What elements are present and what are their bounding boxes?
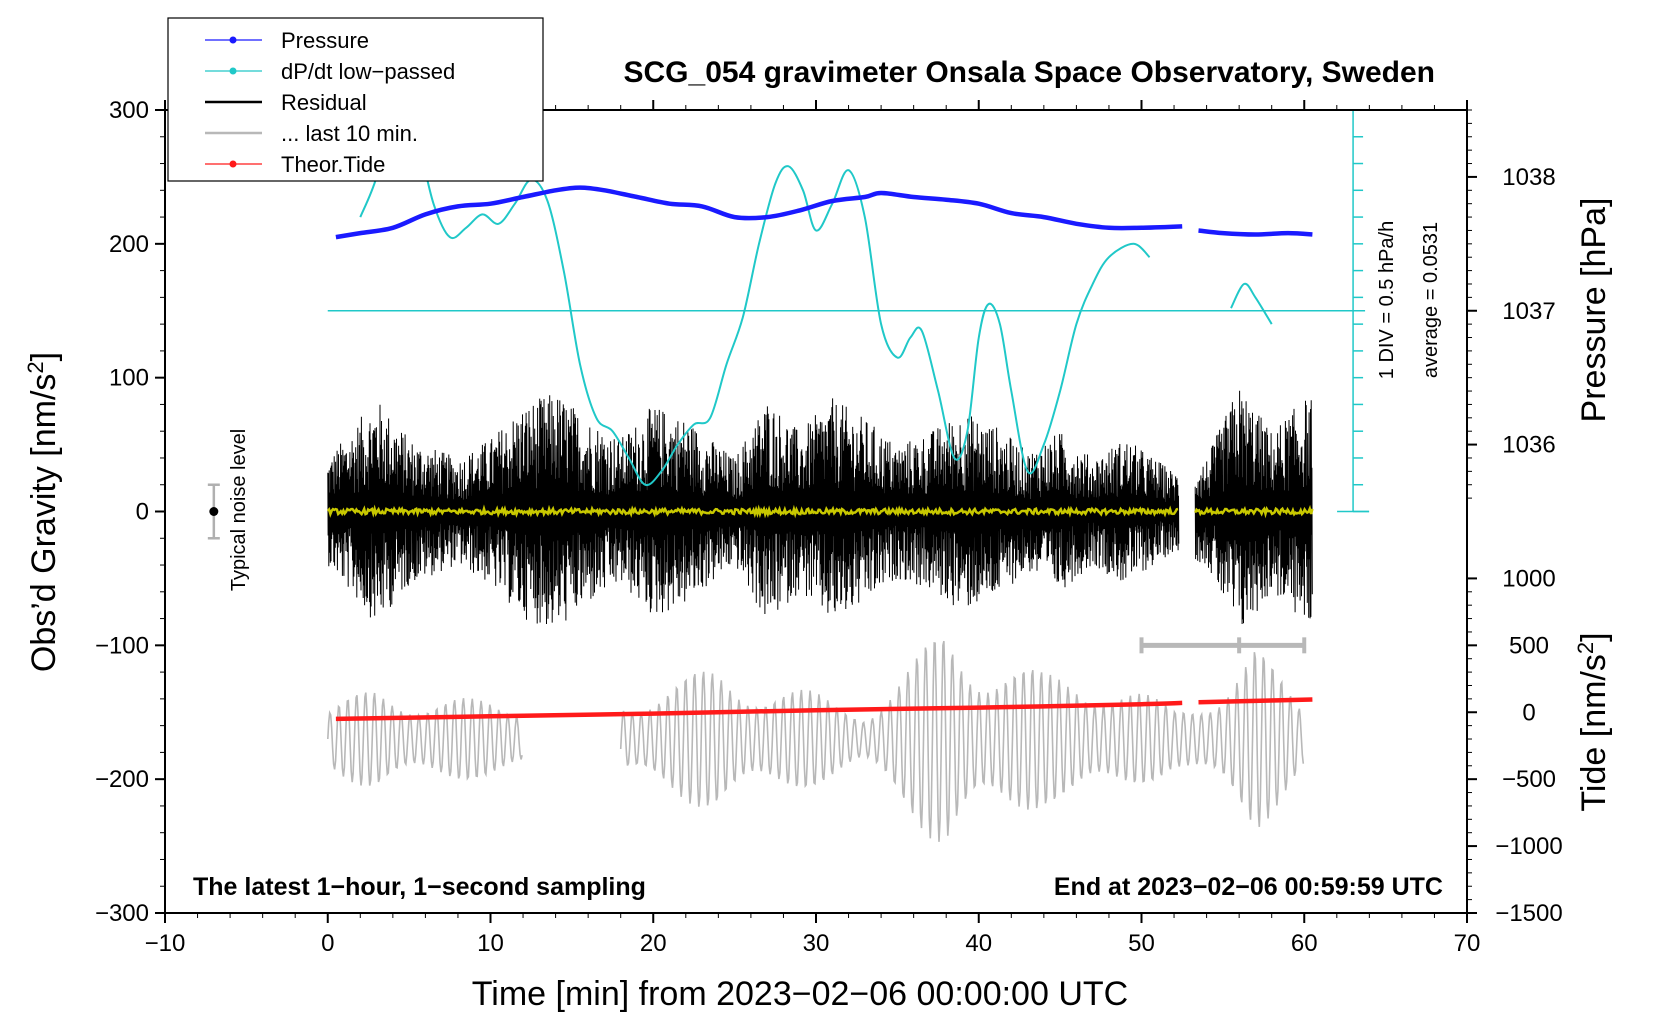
note-latest-hour: The latest 1−hour, 1−second sampling xyxy=(193,873,646,901)
x-tick-label: 30 xyxy=(803,930,830,957)
pressure-tick-label: 1036 xyxy=(1502,432,1555,459)
pressure-line xyxy=(1198,228,1313,237)
noise-level-label: Typical noise level xyxy=(228,429,250,591)
y-axis-title-tide: Tide [nm/s2] xyxy=(1573,632,1613,811)
x-tick-label: −10 xyxy=(145,930,186,957)
x-tick-label: 0 xyxy=(321,930,334,957)
dpdt-div-label: 1 DIV = 0.5 hPa/h xyxy=(1376,221,1398,379)
residual-lowpass-line xyxy=(326,504,1179,519)
chart-extras xyxy=(207,109,1370,654)
y-tick-label: −100 xyxy=(95,632,149,659)
dpdt-average-label: average = 0.0531 xyxy=(1420,222,1442,378)
legend-label: Theor.Tide xyxy=(281,152,385,177)
residual-line xyxy=(1194,390,1313,625)
legend-label: Residual xyxy=(281,90,367,115)
x-tick-label: 40 xyxy=(965,930,992,957)
y-tick-label: 200 xyxy=(109,231,149,258)
legend-label: Pressure xyxy=(281,28,369,53)
chart-title: SCG_054 gravimeter Onsala Space Observat… xyxy=(624,56,1436,89)
legend-label: dP/dt low−passed xyxy=(281,59,455,84)
tide-tick-label: 1000 xyxy=(1502,565,1555,592)
residual-series xyxy=(327,390,1313,625)
axes: −10 0 10 20 30 40 50 60 703002001000−100−200−300… xyxy=(95,97,1563,957)
tide-tick-label: −500 xyxy=(1502,766,1556,793)
pressure-line xyxy=(335,185,1183,240)
last-10-min-line xyxy=(327,692,523,786)
residual-line xyxy=(327,395,1180,625)
residual-lowpass-series xyxy=(326,504,1314,519)
legend-marker xyxy=(229,67,237,75)
tide-tick-label: 500 xyxy=(1509,632,1549,659)
note-end-time: End at 2023−02−06 00:59:59 UTC xyxy=(1054,873,1443,901)
tide-tick-label: −1500 xyxy=(1495,900,1562,927)
y-tick-label: −300 xyxy=(95,900,149,927)
y-tick-label: 0 xyxy=(136,499,149,526)
tide-line xyxy=(335,700,1183,722)
y-tick-label: 100 xyxy=(109,365,149,392)
x-axis-title: Time [min] from 2023−02−06 00:00:00 UTC xyxy=(472,975,1128,1013)
residual-lowpass-line xyxy=(1194,504,1314,519)
x-tick-label: 70 xyxy=(1454,930,1481,957)
y-axis-title-pressure: Pressure [hPa] xyxy=(1575,198,1613,423)
dpdt-line xyxy=(1230,282,1273,325)
last-10-min-line xyxy=(619,640,1305,842)
tide-tick-label: −1000 xyxy=(1495,833,1562,860)
dpdt-line xyxy=(359,110,1151,487)
legend-label: ... last 10 min. xyxy=(281,121,418,146)
legend-box xyxy=(167,17,544,182)
pressure-tick-label: 1037 xyxy=(1502,298,1555,325)
pressure-series xyxy=(335,185,1313,240)
y-axis-title-gravity: Obs’d Gravity [nm/s2] xyxy=(23,352,63,672)
x-tick-label: 60 xyxy=(1291,930,1318,957)
x-tick-label: 10 xyxy=(477,930,504,957)
x-tick-label: 50 xyxy=(1128,930,1155,957)
noise-bar-dot xyxy=(209,507,219,516)
pressure-tick-label: 1038 xyxy=(1502,164,1555,191)
y-tick-label: −200 xyxy=(95,766,149,793)
dpdt-series xyxy=(359,110,1273,487)
legend-marker xyxy=(229,36,237,44)
tide-series xyxy=(335,697,1313,722)
legend-marker xyxy=(229,160,237,168)
tide-tick-label: 0 xyxy=(1522,699,1535,726)
last-10-min-series xyxy=(327,640,1305,842)
tide-line xyxy=(1198,697,1313,705)
legend: Pressure dP/dt low−passed Residual ... last… xyxy=(167,17,544,182)
y-tick-label: 300 xyxy=(109,97,149,124)
x-tick-label: 20 xyxy=(640,930,667,957)
